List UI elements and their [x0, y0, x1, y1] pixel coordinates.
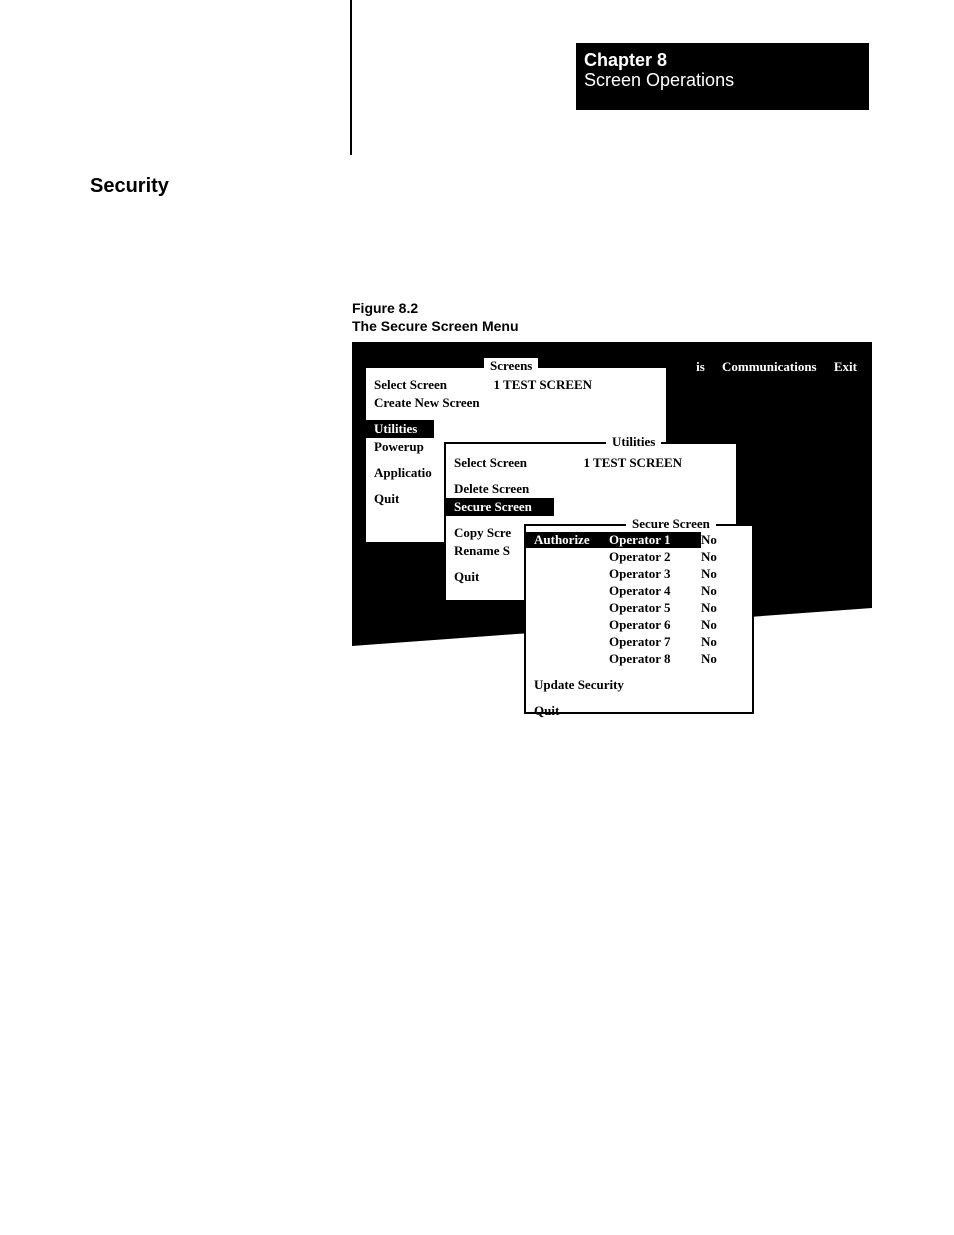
- menubar-communications[interactable]: Communications: [722, 359, 817, 374]
- chapter-title: Screen Operations: [584, 71, 869, 91]
- secure-row-7[interactable]: Operator 8 No: [526, 651, 752, 668]
- secure-op-6-value: No: [701, 634, 731, 650]
- secure-update[interactable]: Update Security: [526, 676, 752, 694]
- utilities-secure[interactable]: Secure Screen: [446, 498, 554, 516]
- secure-op-5-value: No: [701, 617, 731, 633]
- secure-row-3[interactable]: Operator 4 No: [526, 583, 752, 600]
- secure-authorize: Authorize: [526, 532, 609, 548]
- screens-select-value: 1 TEST SCREEN: [494, 377, 593, 392]
- menubar-exit[interactable]: Exit: [834, 359, 857, 374]
- utilities-delete[interactable]: Delete Screen: [446, 480, 736, 498]
- secure-op-0-value: No: [701, 532, 731, 548]
- secure-op-3-label: Operator 4: [609, 583, 701, 599]
- secure-row-1[interactable]: Operator 2 No: [526, 549, 752, 566]
- section-title: Security: [90, 175, 169, 198]
- figure-caption: Figure 8.2 The Secure Screen Menu: [352, 300, 519, 335]
- chapter-number: Chapter 8: [584, 51, 869, 71]
- secure-op-2-value: No: [701, 566, 731, 582]
- screens-utilities[interactable]: Utilities: [366, 420, 434, 438]
- screens-select[interactable]: Select Screen 1 TEST SCREEN: [366, 376, 666, 394]
- secure-quit[interactable]: Quit: [526, 702, 752, 720]
- utilities-panel-title: Utilities: [606, 434, 661, 450]
- utilities-select-label: Select Screen: [454, 455, 527, 470]
- secure-panel-title: Secure Screen: [626, 516, 716, 532]
- secure-op-1-value: No: [701, 549, 731, 565]
- menubar: is Communications Exit: [682, 359, 857, 375]
- vertical-rule: [350, 0, 352, 155]
- utilities-select-value: 1 TEST SCREEN: [584, 455, 683, 470]
- secure-row-2[interactable]: Operator 3 No: [526, 566, 752, 583]
- secure-op-4-label: Operator 5: [609, 600, 701, 616]
- secure-op-1-label: Operator 2: [609, 549, 701, 565]
- figure-title: The Secure Screen Menu: [352, 318, 519, 334]
- secure-row-6[interactable]: Operator 7 No: [526, 634, 752, 651]
- screens-create-new[interactable]: Create New Screen: [366, 394, 666, 412]
- secure-op-7-value: No: [701, 651, 731, 667]
- secure-op-5-label: Operator 6: [609, 617, 701, 633]
- figure-number: Figure 8.2: [352, 300, 418, 316]
- secure-op-7-label: Operator 8: [609, 651, 701, 667]
- chapter-header: Chapter 8 Screen Operations: [576, 43, 869, 110]
- screens-panel-title: Screens: [484, 358, 538, 374]
- secure-row-0[interactable]: Authorize Operator 1 No: [526, 532, 752, 549]
- secure-row-5[interactable]: Operator 6 No: [526, 617, 752, 634]
- screens-select-label: Select Screen: [374, 377, 447, 392]
- secure-op-0-label: Operator 1: [601, 532, 701, 548]
- utilities-select[interactable]: Select Screen 1 TEST SCREEN: [446, 454, 736, 472]
- secure-op-2-label: Operator 3: [609, 566, 701, 582]
- secure-op-6-label: Operator 7: [609, 634, 701, 650]
- secure-panel: Secure Screen Authorize Operator 1 No Op…: [524, 524, 754, 714]
- secure-row-4[interactable]: Operator 5 No: [526, 600, 752, 617]
- menubar-partial: is: [696, 359, 705, 374]
- figure-stage: is Communications Exit Screens Select Sc…: [352, 342, 872, 722]
- secure-op-3-value: No: [701, 583, 731, 599]
- secure-op-4-value: No: [701, 600, 731, 616]
